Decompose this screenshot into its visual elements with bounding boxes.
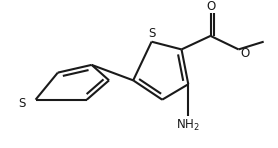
Text: S: S bbox=[148, 28, 155, 40]
Text: NH$_2$: NH$_2$ bbox=[176, 118, 200, 133]
Text: O: O bbox=[241, 47, 250, 60]
Text: O: O bbox=[206, 0, 215, 13]
Text: S: S bbox=[18, 97, 26, 110]
